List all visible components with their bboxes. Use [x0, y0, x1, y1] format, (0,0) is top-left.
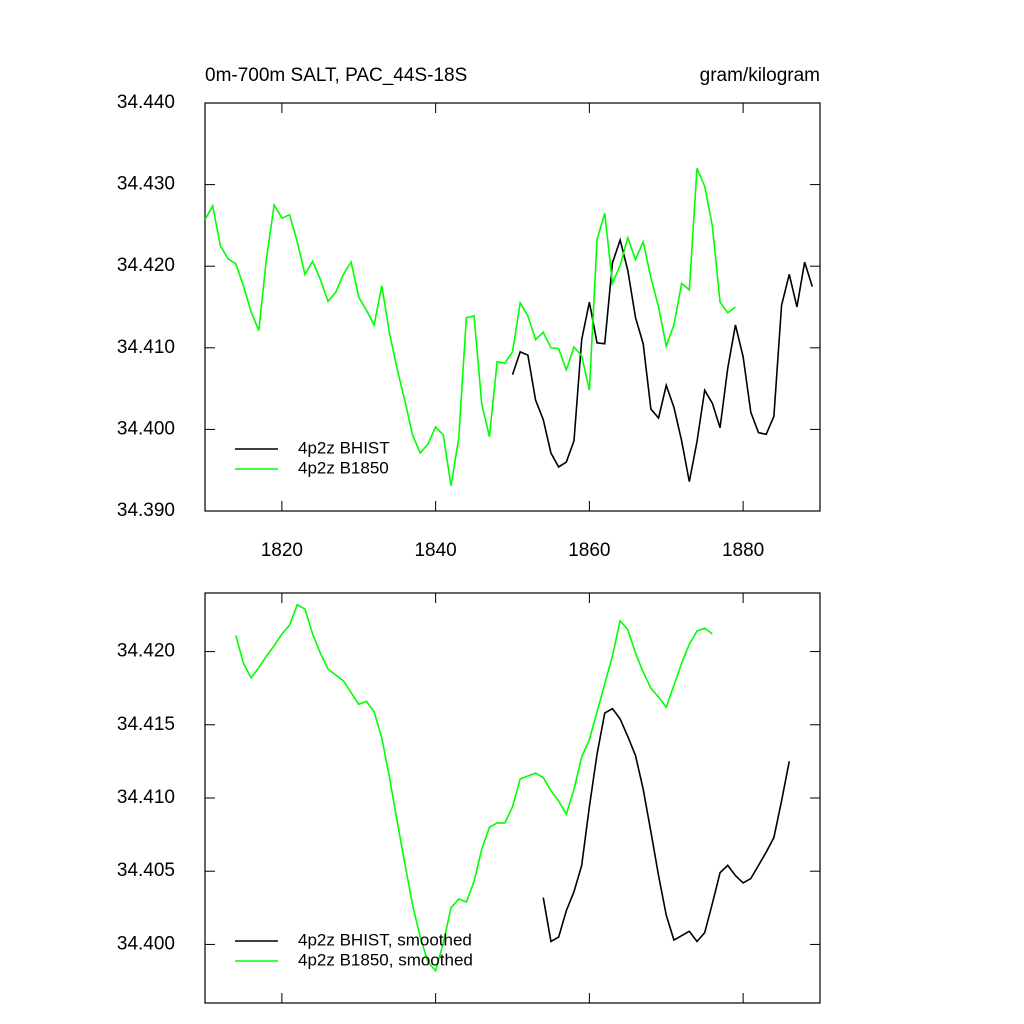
legend-label: 4p2z BHIST — [298, 438, 390, 457]
series-line — [542, 707, 791, 943]
units-label: gram/kilogram — [700, 65, 820, 86]
legend-label: 4p2z B1850, smoothed — [298, 950, 473, 969]
y-tick-label: 34.410 — [117, 787, 175, 808]
x-tick-label: 1880 — [722, 540, 764, 561]
x-tick-label: 1820 — [261, 540, 303, 561]
legend-label: 4p2z BHIST, smoothed — [298, 930, 472, 949]
series-line — [511, 237, 814, 482]
y-tick-label: 34.400 — [117, 933, 175, 954]
y-tick-label: 34.420 — [117, 641, 175, 662]
x-tick-label: 1860 — [568, 540, 610, 561]
y-tick-label: 34.440 — [117, 92, 175, 113]
y-tick-label: 34.390 — [117, 500, 175, 521]
plot-frame — [204, 102, 821, 512]
y-tick-label: 34.410 — [117, 337, 175, 358]
y-tick-label: 34.420 — [117, 255, 175, 276]
y-tick-label: 34.405 — [117, 860, 175, 881]
series-line — [204, 167, 736, 486]
y-tick-label: 34.415 — [117, 714, 175, 735]
series-line — [234, 603, 713, 973]
y-tick-label: 34.400 — [117, 418, 175, 439]
chart-title: 0m-700m SALT, PAC_44S-18S — [205, 65, 467, 86]
x-tick-label: 1840 — [414, 540, 456, 561]
y-tick-label: 34.430 — [117, 174, 175, 195]
legend-label: 4p2z B1850 — [298, 458, 389, 477]
